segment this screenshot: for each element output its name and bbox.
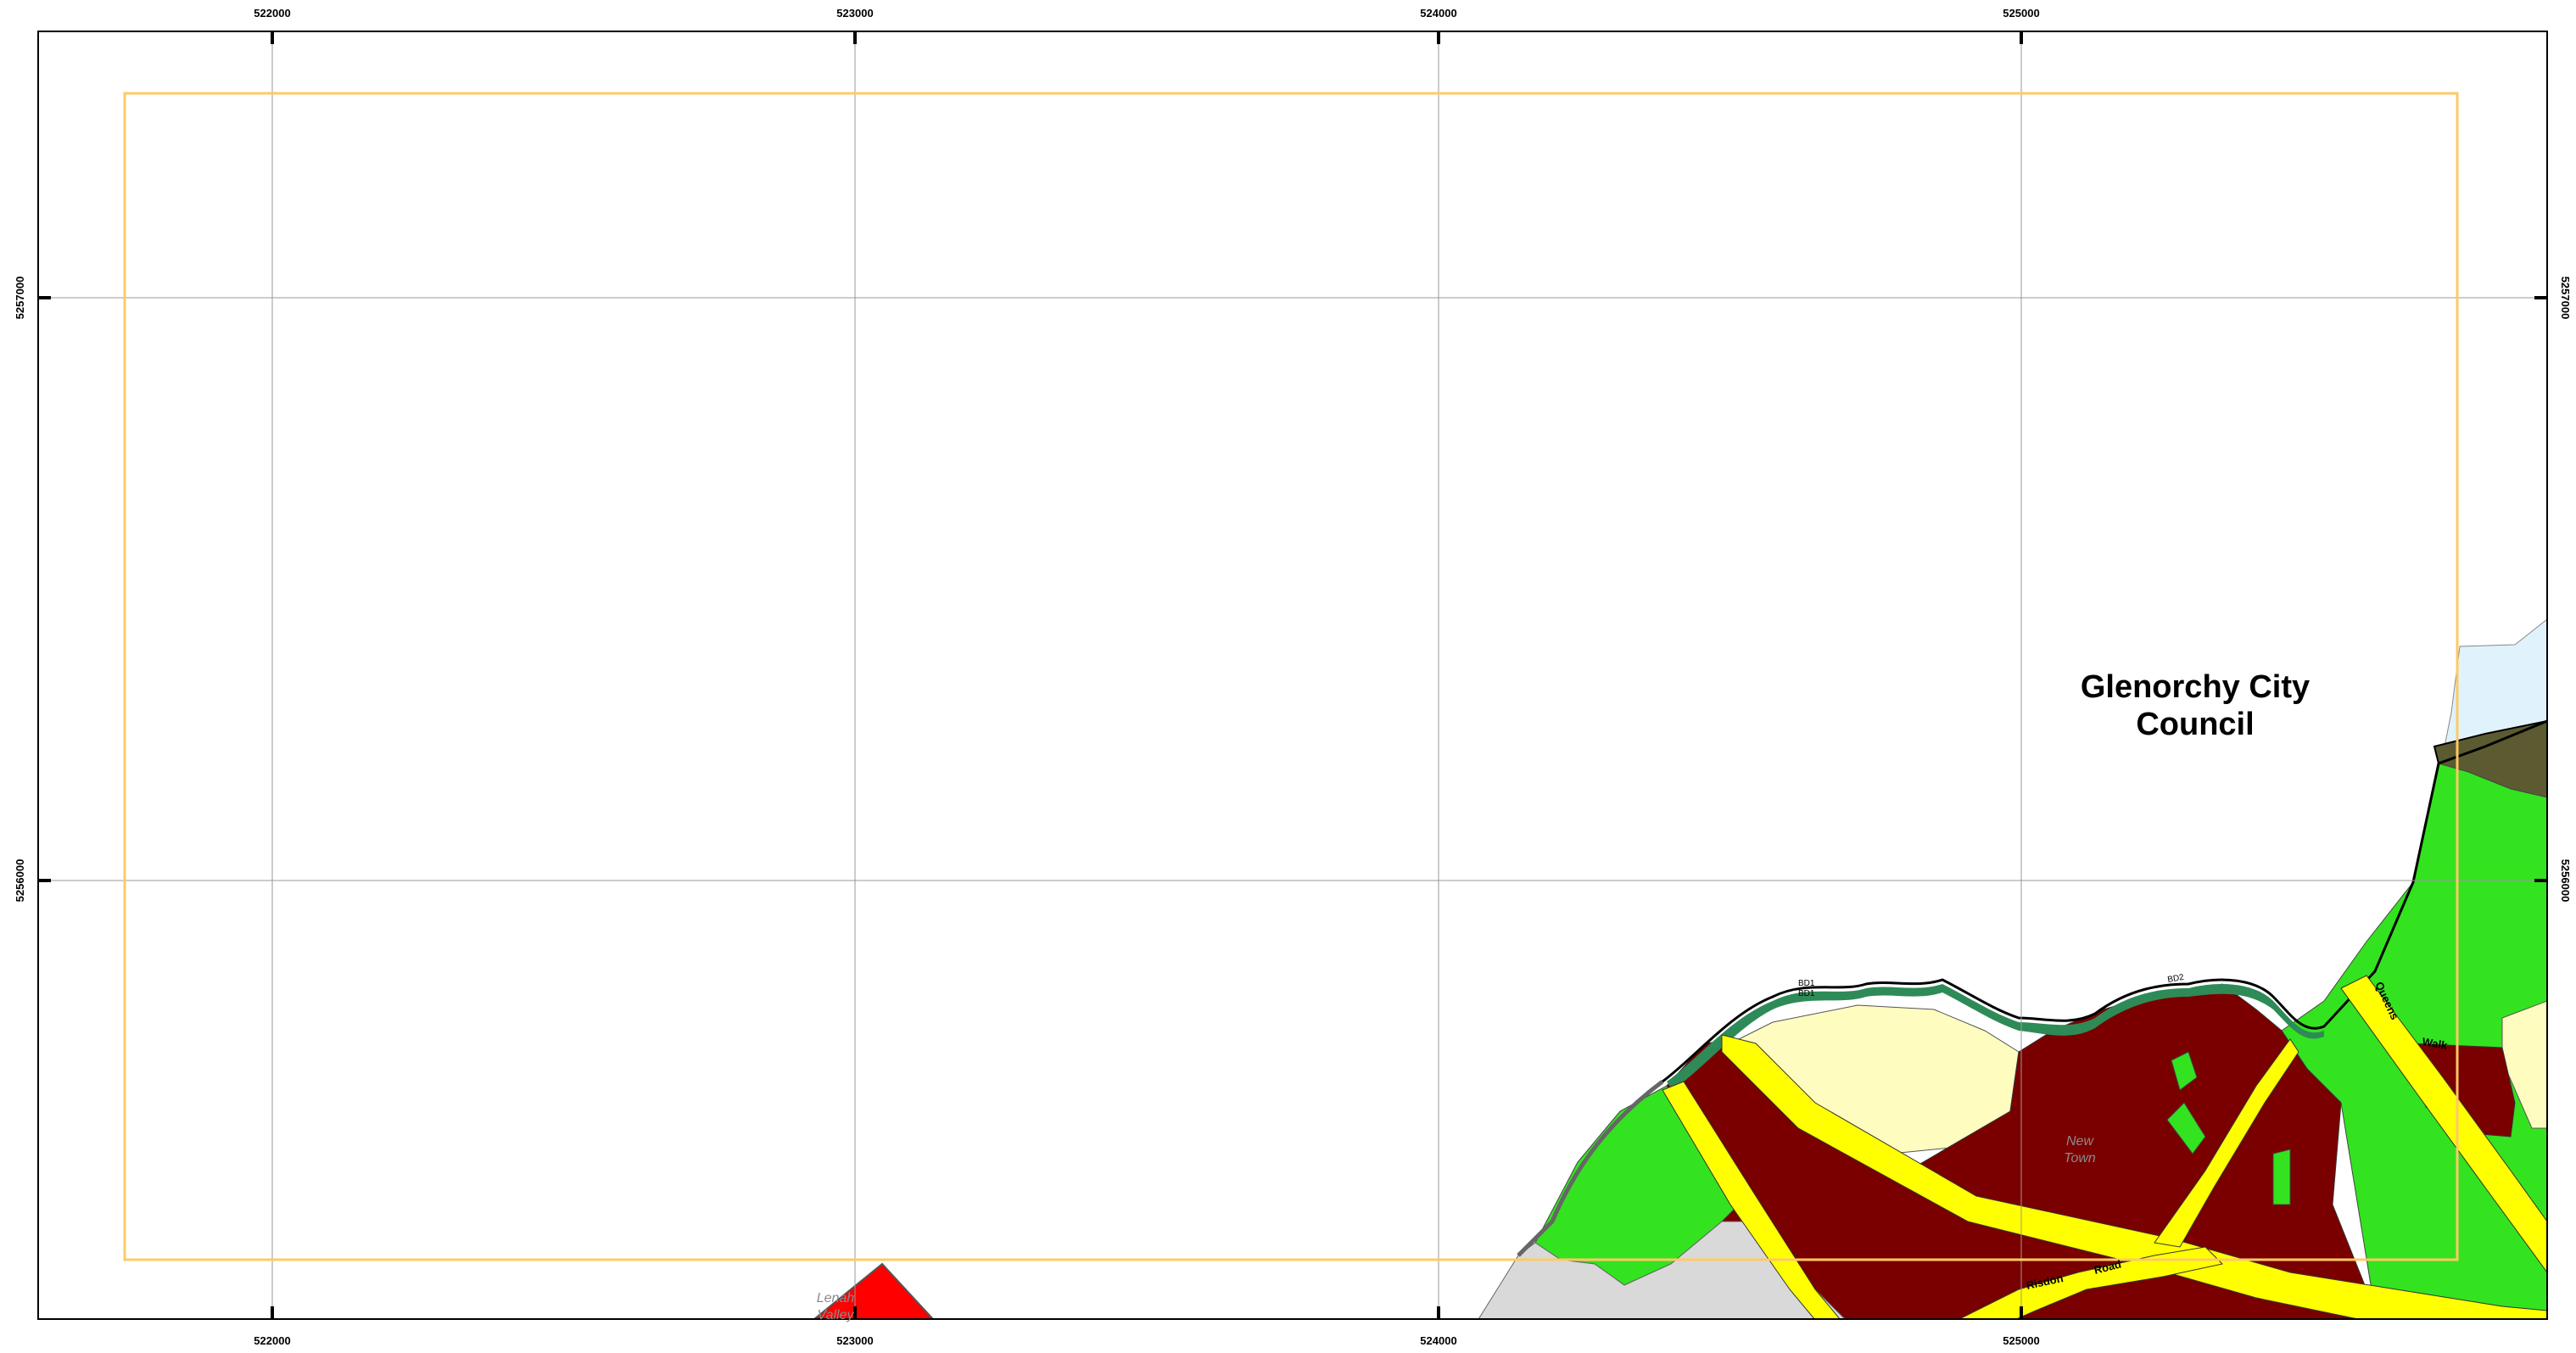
place-label-lenah: Lenah <box>817 1291 855 1305</box>
red-zone-lenah-valley <box>813 1262 935 1319</box>
road-zone-central-branch <box>2154 1038 2299 1248</box>
right-tick-label-5257000: 5257000 <box>2559 277 2572 320</box>
grid-lines <box>38 31 2547 1319</box>
place-label-town: Town <box>2064 1151 2096 1166</box>
zone-code-bd1-b: BD1 <box>1798 989 1815 998</box>
zone-code-bd1-a: BD1 <box>1798 979 1815 988</box>
left-tick-label-5257000: 5257000 <box>14 277 26 320</box>
right-tick-label-5256000: 5256000 <box>2559 859 2572 903</box>
top-tick-label-523000: 523000 <box>836 7 873 20</box>
riparian-strip <box>1667 984 2324 1090</box>
study-area-outline <box>123 92 2459 1261</box>
open-space-patch-3 <box>2272 1149 2291 1205</box>
top-tick-label-524000: 524000 <box>1420 7 1456 20</box>
council-label-line2: Council <box>2136 707 2254 742</box>
road-label-walk: Walk <box>2421 1035 2449 1052</box>
left-tick-label-5256000: 5256000 <box>14 859 26 903</box>
riverbank-outline <box>1662 719 2547 1083</box>
council-label-line1: Glenorchy City <box>2081 669 2310 705</box>
bottom-tick-label-522000: 522000 <box>254 1334 290 1347</box>
map-content <box>38 31 2547 1319</box>
top-tick-label-522000: 522000 <box>254 7 290 20</box>
shore-outline-west <box>1517 1080 1664 1257</box>
road-zone-risdon-road <box>1958 1246 2224 1319</box>
road-zone-queens-walk <box>2340 975 2547 1273</box>
map-frame <box>37 31 2548 1320</box>
top-tick-label-525000: 525000 <box>2003 7 2039 20</box>
bottom-tick-label-525000: 525000 <box>2003 1334 2039 1347</box>
open-space-patch-2 <box>2171 1051 2198 1091</box>
bottom-tick-label-523000: 523000 <box>836 1334 873 1347</box>
place-label-valley: Valley <box>818 1308 855 1322</box>
zone-code-bd2: BD2 <box>2167 973 2185 985</box>
tick-marks <box>38 31 2547 1319</box>
place-label-new: New <box>2066 1134 2094 1149</box>
open-space-patch-1 <box>2166 1102 2206 1155</box>
bottom-tick-label-524000: 524000 <box>1420 1334 1456 1347</box>
